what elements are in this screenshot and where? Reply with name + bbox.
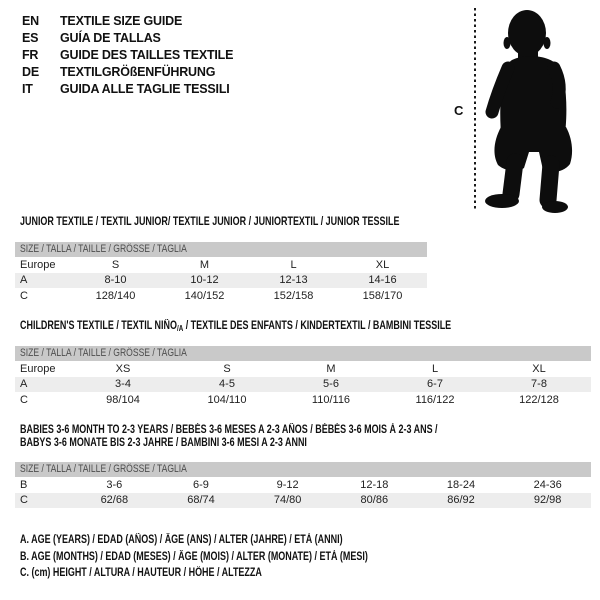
babies-section-heading: BABIES 3-6 MONTH TO 2-3 YEARS / BEBÉS 3-… <box>20 424 438 449</box>
babies-size-bar: SIZE / TALLA / TAILLE / GRÖSSE / TAGLIA <box>15 462 591 477</box>
children-table: Europe XS S M L XL A 3-4 4-5 5-6 6-7 7-8… <box>15 361 591 408</box>
children-section-heading: CHILDREN'S TEXTILE / TEXTIL NIÑO/A / TEX… <box>20 320 452 333</box>
language-title: GUÍA DE TALLAS <box>60 31 161 45</box>
row-label: A <box>20 378 28 391</box>
row-label: B <box>20 478 28 491</box>
cell: 4-5 <box>219 378 235 391</box>
cell: 9-12 <box>276 478 299 491</box>
language-list: EN TEXTILE SIZE GUIDE ES GUÍA DE TALLAS … <box>22 13 233 98</box>
col-header: M <box>326 362 336 375</box>
language-title: TEXTILGRÖßENFÜHRUNG <box>60 65 216 79</box>
cell: 18-24 <box>446 478 476 491</box>
cell: 74/80 <box>273 494 302 507</box>
cell: 80/86 <box>360 494 389 507</box>
children-row-c: C 98/104 104/110 110/116 116/122 122/128 <box>15 392 591 408</box>
row-label: C <box>20 393 28 406</box>
cell: 10-12 <box>190 274 219 287</box>
junior-row-c: C 128/140 140/152 152/158 158/170 <box>15 288 427 304</box>
col-header: XL <box>532 362 546 375</box>
language-title: GUIDA ALLE TAGLIE TESSILI <box>60 82 230 96</box>
language-row-it: IT GUIDA ALLE TAGLIE TESSILI <box>22 81 233 98</box>
cell: 7-8 <box>531 378 547 391</box>
junior-section-heading: JUNIOR TEXTILE / TEXTIL JUNIOR/ TEXTILE … <box>20 216 400 228</box>
language-row-en: EN TEXTILE SIZE GUIDE <box>22 13 233 30</box>
cell: 122/128 <box>519 393 559 406</box>
cell: 116/122 <box>415 393 455 406</box>
col-header: XL <box>375 258 390 271</box>
language-code: IT <box>22 82 33 96</box>
language-code: ES <box>22 31 39 45</box>
col-header: L <box>290 258 297 271</box>
col-header: S <box>223 362 231 375</box>
cell: 152/158 <box>273 289 314 302</box>
junior-row-a: A 8-10 10-12 12-13 14-16 <box>15 272 427 288</box>
note-c: C. (cm) HEIGHT / ALTURA / HAUTEUR / HÖHE… <box>20 567 262 579</box>
language-row-fr: FR GUIDE DES TAILLES TEXTILE <box>22 47 233 64</box>
cell: 14-16 <box>368 274 397 287</box>
cell: 12-13 <box>279 274 308 287</box>
cell: 6-7 <box>427 378 443 391</box>
language-code: DE <box>22 65 39 79</box>
language-row-es: ES GUÍA DE TALLAS <box>22 30 233 47</box>
cell: 12-18 <box>360 478 389 491</box>
babies-table: B 3-6 6-9 9-12 12-18 18-24 24-36 C 62/68… <box>15 477 591 508</box>
babies-row-c: C 62/68 68/74 74/80 80/86 86/92 92/98 <box>15 492 591 508</box>
legend-notes: A. AGE (YEARS) / EDAD (AÑOS) / ÂGE (ANS)… <box>20 532 466 582</box>
language-title: TEXTILE SIZE GUIDE <box>60 14 183 28</box>
row-label: C <box>20 494 28 507</box>
cell: 140/152 <box>184 289 225 302</box>
language-row-de: DE TEXTILGRÖßENFÜHRUNG <box>22 64 233 81</box>
height-reference-dotted-line <box>474 8 476 209</box>
cell: 5-6 <box>323 378 339 391</box>
baby-silhouette-icon <box>485 10 573 213</box>
cell: 128/140 <box>95 289 136 302</box>
cell: 3-4 <box>115 378 131 391</box>
cell: 158/170 <box>362 289 403 302</box>
cell: 62/68 <box>100 494 129 507</box>
cell: 110/116 <box>311 393 351 406</box>
language-title: GUIDE DES TAILLES TEXTILE <box>60 48 234 62</box>
row-label: A <box>20 274 28 287</box>
col-header: S <box>111 258 120 271</box>
cell: 104/110 <box>207 393 247 406</box>
language-code: FR <box>22 48 39 62</box>
row-label: C <box>20 289 28 302</box>
region-header: Europe <box>20 258 56 271</box>
cell: 3-6 <box>106 478 123 491</box>
height-label-c: C <box>454 103 464 118</box>
language-code: EN <box>22 14 39 28</box>
cell: 8-10 <box>104 274 127 287</box>
children-header-row: Europe XS S M L XL <box>15 361 591 377</box>
col-header: XS <box>115 362 131 375</box>
heading-subscript: /A <box>176 324 184 333</box>
babies-row-b: B 3-6 6-9 9-12 12-18 18-24 24-36 <box>15 477 591 493</box>
cell: 24-36 <box>533 478 562 491</box>
children-row-a: A 3-4 4-5 5-6 6-7 7-8 <box>15 376 591 392</box>
junior-table: Europe S M L XL A 8-10 10-12 12-13 14-16… <box>15 257 427 304</box>
region-header: Europe <box>20 362 56 375</box>
cell: 6-9 <box>193 478 209 491</box>
col-header: M <box>199 258 210 271</box>
junior-size-bar: SIZE / TALLA / TAILLE / GRÖSSE / TAGLIA <box>15 242 427 257</box>
cell: 68/74 <box>187 494 215 507</box>
note-b: B. AGE (MONTHS) / EDAD (MESES) / ÂGE (MO… <box>20 550 368 563</box>
children-size-bar: SIZE / TALLA / TAILLE / GRÖSSE / TAGLIA <box>15 346 591 361</box>
cell: 98/104 <box>106 393 140 406</box>
junior-header-row: Europe S M L XL <box>15 257 427 273</box>
col-header: L <box>431 362 439 375</box>
note-a: A. AGE (YEARS) / EDAD (AÑOS) / ÂGE (ANS)… <box>20 534 343 546</box>
cell: 92/98 <box>533 494 562 507</box>
cell: 86/92 <box>447 494 475 507</box>
